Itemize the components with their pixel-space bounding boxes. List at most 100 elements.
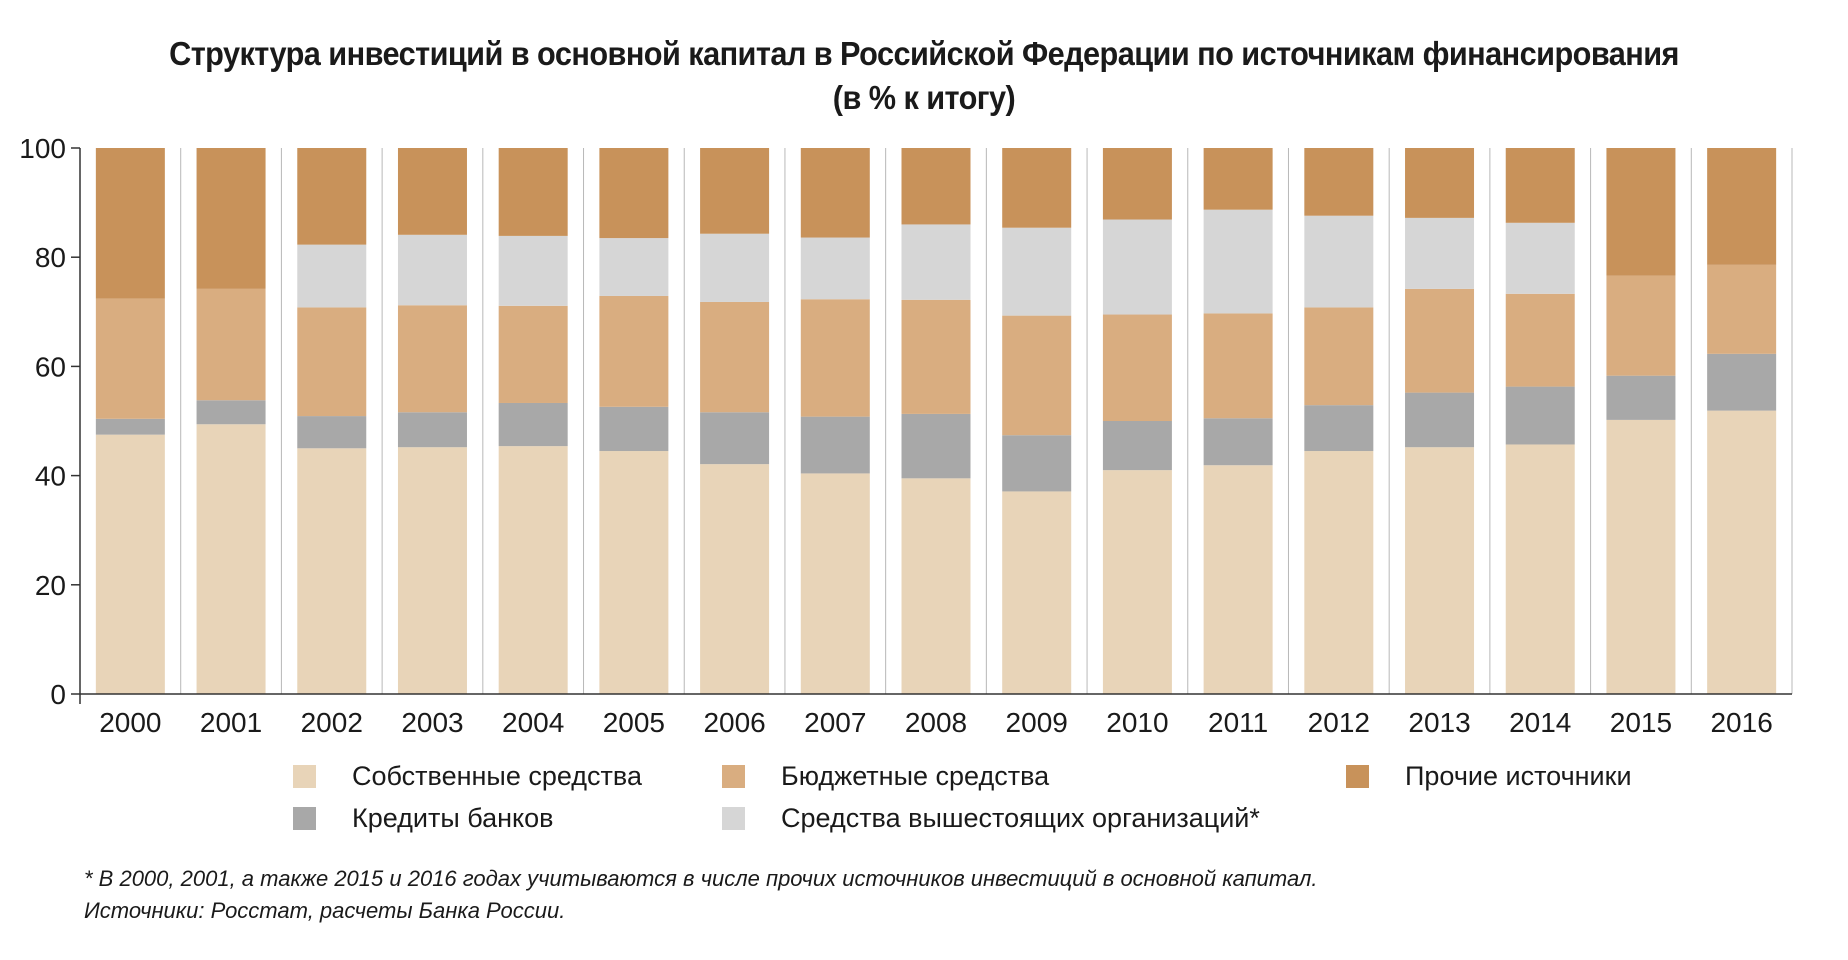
sources-note: Источники: Росстат, расчеты Банка России… — [84, 898, 566, 923]
bar-segment-2014-s1 — [1505, 386, 1575, 445]
bar-segment-2010-s2 — [1102, 314, 1172, 421]
bar-segment-2003-s4 — [397, 148, 467, 235]
bars — [95, 148, 1777, 694]
y-tick-label: 60 — [35, 351, 66, 382]
x-tick-label: 2016 — [1710, 707, 1772, 738]
bar-segment-2012-s1 — [1304, 405, 1374, 452]
x-tick-label: 2010 — [1106, 707, 1168, 738]
bar-segment-2000-s0 — [95, 434, 165, 694]
bar-segment-2007-s0 — [800, 473, 870, 694]
bar-segment-2006-s1 — [700, 412, 770, 465]
bar-segment-2015-s0 — [1606, 419, 1676, 694]
bar-segment-2011-s0 — [1203, 465, 1273, 694]
bar-segment-2013-s3 — [1405, 217, 1475, 289]
bar-segment-2016-s1 — [1707, 353, 1777, 411]
bar-segment-2016-s4 — [1707, 148, 1777, 265]
bar-segment-2006-s4 — [700, 148, 770, 234]
bar-segment-2012-s2 — [1304, 307, 1374, 406]
bar-segment-2009-s2 — [1002, 315, 1072, 436]
bar-segment-2011-s4 — [1203, 148, 1273, 210]
bar-segment-2008-s0 — [901, 478, 971, 694]
bar-segment-2013-s1 — [1405, 392, 1475, 448]
grid — [79, 148, 1793, 694]
bar-segment-2010-s4 — [1102, 148, 1172, 220]
bar-segment-2001-s0 — [196, 424, 266, 694]
bar-segment-2014-s3 — [1505, 222, 1575, 294]
bar-segment-2004-s3 — [498, 235, 568, 306]
bar-segment-2003-s0 — [397, 447, 467, 694]
bar-segment-2015-s2 — [1606, 275, 1676, 376]
bar-segment-2004-s2 — [498, 305, 568, 403]
x-tick-label: 2007 — [804, 707, 866, 738]
bar-segment-2009-s4 — [1002, 148, 1072, 228]
x-tick-label: 2000 — [99, 707, 161, 738]
bar-segment-2007-s2 — [800, 299, 870, 417]
chart-title-line-2: (в % к итогу) — [832, 79, 1016, 116]
x-tick-label: 2006 — [703, 707, 765, 738]
bar-segment-2000-s4 — [95, 148, 165, 299]
x-tick-label: 2001 — [200, 707, 262, 738]
bar-segment-2010-s3 — [1102, 219, 1172, 315]
bar-segment-2015-s1 — [1606, 375, 1676, 420]
chart-title-line-1: Структура инвестиций в основной капитал … — [169, 35, 1679, 72]
y-tick-label: 80 — [35, 242, 66, 273]
bar-segment-2014-s4 — [1505, 148, 1575, 223]
bar-segment-2007-s4 — [800, 148, 870, 238]
bar-segment-2012-s0 — [1304, 451, 1374, 694]
x-tick-label: 2005 — [603, 707, 665, 738]
bar-segment-2015-s4 — [1606, 148, 1676, 276]
bar-segment-2006-s0 — [700, 464, 770, 694]
bar-segment-2008-s3 — [901, 224, 971, 300]
bar-segment-2002-s2 — [297, 307, 367, 417]
bar-segment-2004-s4 — [498, 148, 568, 236]
bar-segment-2008-s1 — [901, 413, 971, 479]
bar-segment-2002-s4 — [297, 148, 367, 245]
bar-segment-2008-s4 — [901, 148, 971, 225]
x-tick-label: 2015 — [1610, 707, 1672, 738]
bar-segment-2002-s3 — [297, 244, 367, 308]
bar-segment-2011-s3 — [1203, 209, 1273, 314]
bar-segment-2010-s0 — [1102, 470, 1172, 694]
bar-segment-2009-s0 — [1002, 491, 1072, 694]
y-tick-label: 100 — [19, 133, 66, 164]
bar-segment-2007-s1 — [800, 416, 870, 474]
bar-segment-2011-s2 — [1203, 313, 1273, 419]
bar-segment-2000-s2 — [95, 298, 165, 419]
bar-segment-2006-s3 — [700, 233, 770, 302]
x-tick-label: 2008 — [905, 707, 967, 738]
y-axis-ticks: 0 20 40 60 80 100 — [19, 133, 80, 710]
bar-segment-2004-s0 — [498, 446, 568, 694]
footnote: * В 2000, 2001, а также 2015 и 2016 года… — [84, 866, 1318, 891]
x-tick-label: 2013 — [1408, 707, 1470, 738]
chart-title: Структура инвестиций в основной капитал … — [65, 32, 1784, 120]
bar-segment-2016-s0 — [1707, 410, 1777, 694]
x-tick-label: 2009 — [1006, 707, 1068, 738]
bar-segment-2013-s4 — [1405, 148, 1475, 218]
bar-segment-2006-s2 — [700, 301, 770, 413]
bar-segment-2016-s2 — [1707, 264, 1777, 354]
bar-segment-2001-s2 — [196, 288, 266, 401]
bar-segment-2003-s3 — [397, 234, 467, 306]
bar-segment-2005-s4 — [599, 148, 669, 239]
x-tick-label: 2003 — [401, 707, 463, 738]
bar-segment-2008-s2 — [901, 299, 971, 414]
bar-segment-2001-s1 — [196, 400, 266, 425]
bar-segment-2009-s1 — [1002, 435, 1072, 492]
bar-segment-2005-s3 — [599, 238, 669, 296]
bar-segment-2011-s1 — [1203, 418, 1273, 466]
bar-segment-2003-s2 — [397, 305, 467, 413]
bar-segment-2003-s1 — [397, 412, 467, 448]
bar-segment-2000-s1 — [95, 418, 165, 435]
bar-segment-2012-s4 — [1304, 148, 1374, 216]
bar-segment-2002-s0 — [297, 448, 367, 694]
y-tick-label: 40 — [35, 461, 66, 492]
bar-segment-2001-s4 — [196, 148, 266, 289]
bar-segment-2014-s0 — [1505, 444, 1575, 694]
bar-segment-2012-s3 — [1304, 215, 1374, 308]
x-tick-label: 2011 — [1208, 707, 1268, 738]
bar-segment-2009-s3 — [1002, 227, 1072, 316]
x-tick-label: 2012 — [1308, 707, 1370, 738]
axes — [79, 148, 1792, 704]
bar-segment-2005-s1 — [599, 406, 669, 452]
bar-segment-2005-s2 — [599, 295, 669, 407]
